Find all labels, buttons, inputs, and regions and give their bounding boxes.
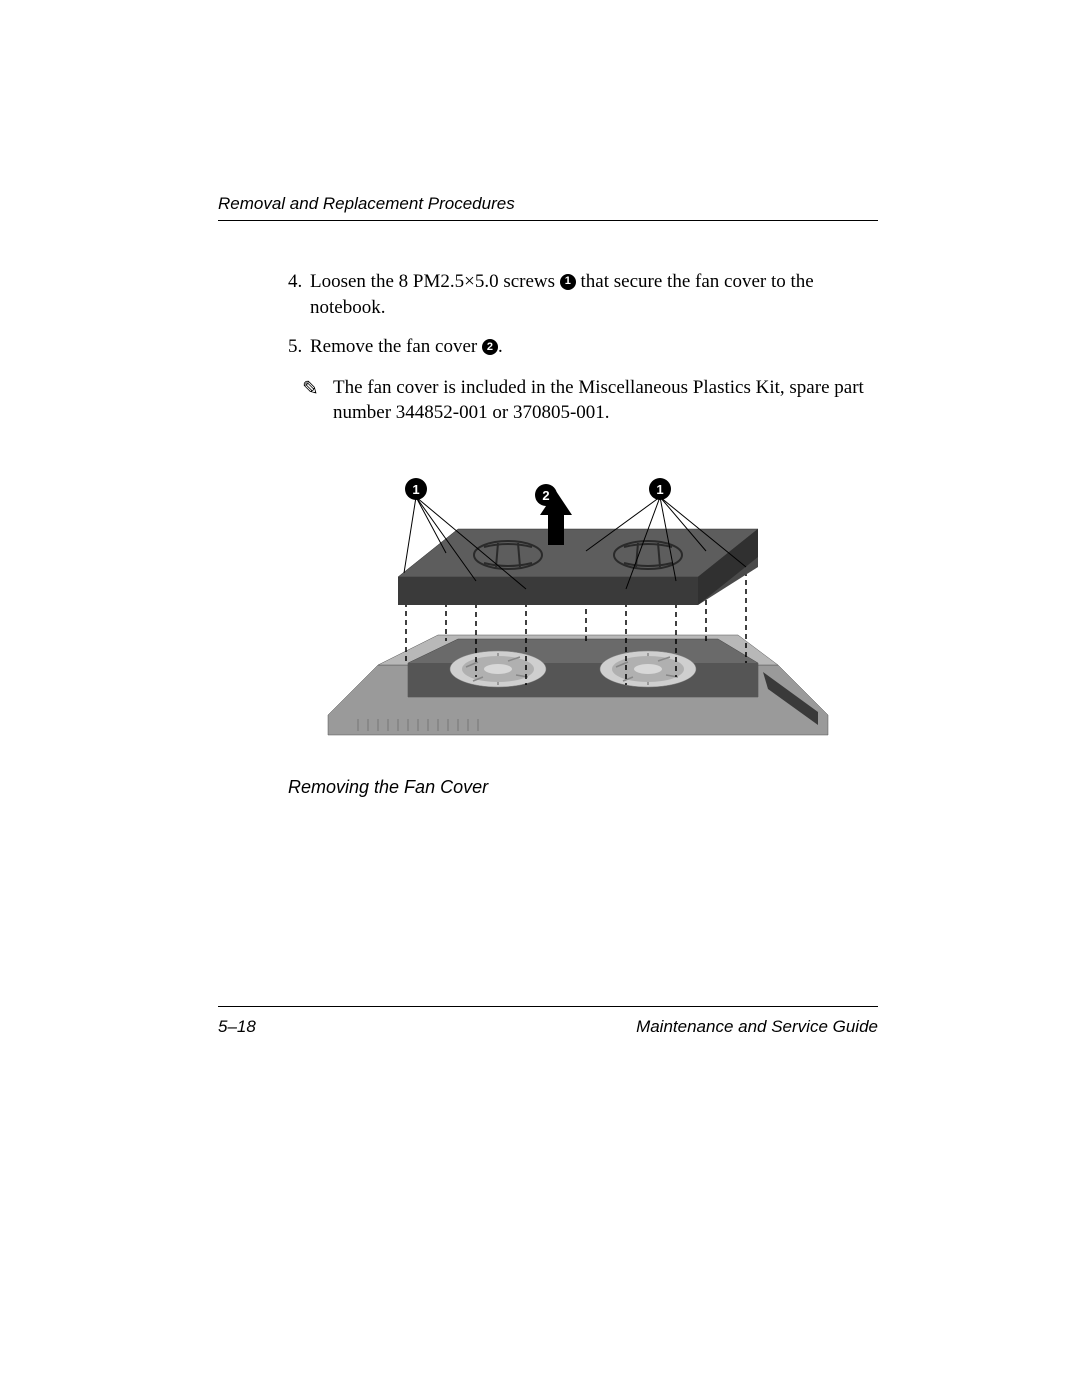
- step-number: 5.: [288, 334, 310, 360]
- note-text: The fan cover is included in the Miscell…: [333, 377, 864, 423]
- fan-cover-illustration: 1 2 1: [308, 467, 848, 755]
- step-text: Remove the fan cover 2.: [310, 334, 878, 360]
- page-footer: 5–18 Maintenance and Service Guide: [218, 1006, 878, 1037]
- svg-text:1: 1: [412, 482, 419, 497]
- page-header: Removal and Replacement Procedures: [218, 194, 878, 221]
- diagram-svg: 1 2 1: [308, 467, 848, 755]
- step-text: Loosen the 8 PM2.5×5.0 screws 1 that sec…: [310, 269, 878, 320]
- svg-text:2: 2: [542, 488, 549, 503]
- pencil-note-icon: ✎: [302, 376, 319, 402]
- fan-cover: [398, 529, 758, 605]
- fan-left: [450, 651, 546, 687]
- guide-title: Maintenance and Service Guide: [636, 1017, 878, 1037]
- step-4: 4. Loosen the 8 PM2.5×5.0 screws 1 that …: [288, 269, 878, 320]
- note-block: ✎ The fan cover is included in the Misce…: [288, 376, 878, 425]
- page-number: 5–18: [218, 1017, 256, 1037]
- callout-ref-2: 2: [482, 339, 498, 355]
- step-number: 4.: [288, 269, 310, 320]
- step-5: 5. Remove the fan cover 2.: [288, 334, 878, 360]
- notebook-base: [328, 635, 828, 735]
- fan-right: [600, 651, 696, 687]
- callout-2: 2: [535, 484, 557, 506]
- section-title: Removal and Replacement Procedures: [218, 194, 878, 214]
- callout-1-right: 1: [649, 478, 671, 500]
- callout-1-left: 1: [405, 478, 427, 500]
- svg-text:1: 1: [656, 482, 663, 497]
- figure-caption: Removing the Fan Cover: [218, 777, 878, 798]
- callout-ref-1: 1: [560, 274, 576, 290]
- content-body: 4. Loosen the 8 PM2.5×5.0 screws 1 that …: [218, 269, 878, 425]
